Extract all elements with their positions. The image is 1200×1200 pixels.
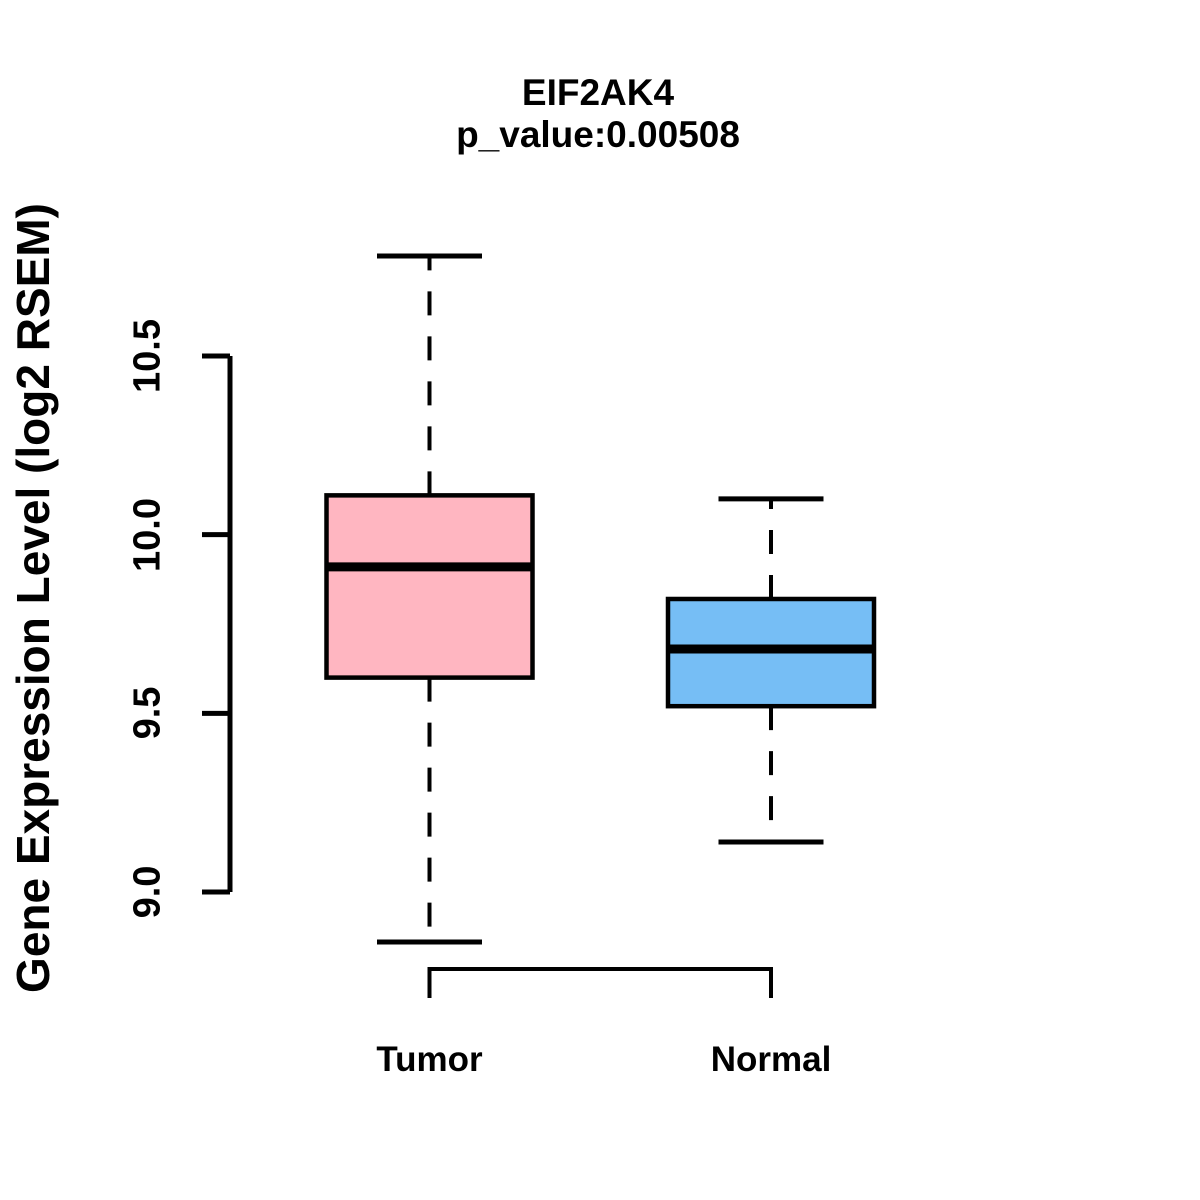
y-axis-label: Gene Expression Level (log2 RSEM) bbox=[7, 203, 59, 993]
x-axis-bracket bbox=[427, 967, 773, 998]
y-tick-label: 9.5 bbox=[126, 686, 169, 740]
y-tick-label: 10.5 bbox=[126, 319, 169, 393]
y-tick-label: 9.0 bbox=[126, 865, 169, 919]
chart-subtitle: p_value:0.00508 bbox=[456, 114, 740, 155]
x-group-label-normal: Normal bbox=[710, 1040, 832, 1079]
chart-title-block: EIF2AK4 p_value:0.00508 bbox=[0, 72, 1196, 156]
chart-title: EIF2AK4 bbox=[521, 72, 675, 113]
y-tick-label: 10.0 bbox=[126, 497, 169, 572]
x-group-label-tumor: Tumor bbox=[376, 1040, 483, 1079]
tumor-box bbox=[324, 493, 535, 680]
